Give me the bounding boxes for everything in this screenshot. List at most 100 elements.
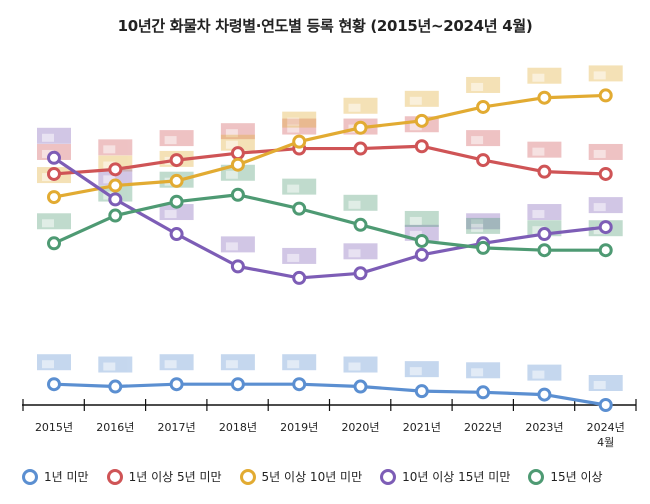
blurred-label-patch xyxy=(527,141,562,158)
x-tick-label: 2017년 xyxy=(158,421,196,434)
blurred-label-patch xyxy=(37,127,71,144)
blurred-label-patch xyxy=(343,243,378,260)
data-point xyxy=(414,113,429,128)
blurred-label-patch xyxy=(220,134,255,151)
legend: 1년 미만 1년 이상 5년 미만 5년 이상 10년 미만 10년 이상 15년 미… xyxy=(22,468,642,485)
data-point xyxy=(537,387,552,402)
legend-swatch xyxy=(22,468,38,485)
blurred-label-patch xyxy=(343,194,378,211)
data-point xyxy=(537,90,552,105)
data-point xyxy=(108,208,123,223)
legend-label: 10년 이상 15년 미만 xyxy=(402,470,511,484)
x-tick-label: 2021년 xyxy=(403,421,441,434)
line-chart: 2015년 2016년 2017년 2018년 2019년 2020년 2021년 2022년… xyxy=(22,65,637,449)
data-point xyxy=(169,227,184,242)
data-point xyxy=(108,192,123,207)
series-line xyxy=(52,144,608,176)
data-point xyxy=(476,153,491,168)
x-axis-ticks: 2015년 2016년 2017년 2018년 2019년 2020년 2021년 2022년… xyxy=(22,399,637,449)
data-point xyxy=(598,166,613,181)
blurred-label-patch xyxy=(159,354,194,371)
data-point xyxy=(537,227,552,242)
data-point xyxy=(169,173,184,188)
blurred-label-patch xyxy=(282,354,317,371)
blurred-label-patch xyxy=(404,90,439,107)
data-point xyxy=(292,201,307,216)
data-point xyxy=(598,398,613,412)
x-tick-label: 2016년 xyxy=(96,421,134,434)
blurred-label-patch xyxy=(527,204,562,221)
data-point xyxy=(108,178,123,193)
data-point xyxy=(414,233,429,248)
data-point xyxy=(230,146,245,161)
blurred-label-patch xyxy=(220,236,255,253)
series-line xyxy=(52,382,608,407)
data-point xyxy=(47,236,61,251)
data-point xyxy=(108,379,123,394)
data-point xyxy=(292,377,307,392)
data-point xyxy=(476,99,491,114)
data-point xyxy=(169,194,184,209)
data-point xyxy=(169,153,184,168)
legend-swatch xyxy=(380,468,397,485)
blurred-label-patch xyxy=(343,356,378,373)
data-point xyxy=(47,377,61,392)
blurred-label-patch xyxy=(527,364,562,381)
legend-label: 1년 미만 xyxy=(44,470,89,484)
x-tick-label: 2015년 xyxy=(35,421,73,434)
blurred-label-patch xyxy=(466,362,501,379)
legend-swatch xyxy=(239,468,256,485)
data-point xyxy=(292,134,307,149)
blurred-label-patch xyxy=(588,197,623,214)
blurred-label-patch xyxy=(37,213,71,230)
data-point xyxy=(353,141,368,156)
blurred-label-patch xyxy=(466,217,501,234)
x-tick-label: 2022년 xyxy=(464,421,502,434)
blurred-label-patch xyxy=(588,375,623,391)
blurred-label-patch xyxy=(282,247,317,264)
x-tick-label: 2019년 xyxy=(280,421,318,434)
blurred-label-patch xyxy=(404,210,439,227)
data-point xyxy=(47,190,61,205)
data-point xyxy=(230,259,245,274)
data-point xyxy=(292,270,307,285)
series-line xyxy=(52,156,608,280)
x-tick-label: 2024년 4월 xyxy=(587,421,625,449)
legend-label: 5년 이상 10년 미만 xyxy=(261,470,363,484)
blurred-label-patch xyxy=(588,143,623,160)
blurred-label-patch xyxy=(466,130,501,147)
legend-label: 1년 이상 5년 미만 xyxy=(128,470,222,484)
blurred-label-patch xyxy=(282,111,317,128)
legend-label: 15년 이상 xyxy=(550,470,603,484)
data-point xyxy=(108,162,123,177)
blurred-label-patch xyxy=(404,361,439,378)
blurred-label-patch xyxy=(159,204,194,221)
blurred-label-patch xyxy=(588,65,623,82)
blurred-label-patch xyxy=(98,169,133,186)
chart-title: 10년간 화물차 차령별·연도별 등록 현황 (2015년~2024년 4월) xyxy=(117,17,533,35)
data-point xyxy=(414,139,429,154)
blurred-label-patch xyxy=(466,213,501,230)
data-point xyxy=(598,243,613,258)
blurred-label-patch xyxy=(220,123,255,140)
blurred-label-patch xyxy=(159,130,194,147)
data-point xyxy=(353,266,368,281)
blurred-label-patch xyxy=(37,354,71,371)
blurred-label-patch xyxy=(527,67,562,84)
data-point xyxy=(476,385,491,400)
blurred-label-patch xyxy=(98,139,133,156)
blurred-label-patch xyxy=(98,356,133,373)
blurred-data-labels xyxy=(37,65,623,391)
data-point xyxy=(414,384,429,399)
data-point xyxy=(414,247,429,262)
blurred-label-patch xyxy=(282,178,317,195)
data-point xyxy=(230,377,245,392)
data-point xyxy=(47,150,61,165)
data-point xyxy=(47,166,61,181)
blurred-label-patch xyxy=(220,164,255,181)
data-point xyxy=(353,217,368,232)
data-point xyxy=(598,220,613,235)
series-line xyxy=(52,193,608,252)
data-point xyxy=(537,243,552,258)
x-tick-label: 2020년 xyxy=(341,421,379,434)
